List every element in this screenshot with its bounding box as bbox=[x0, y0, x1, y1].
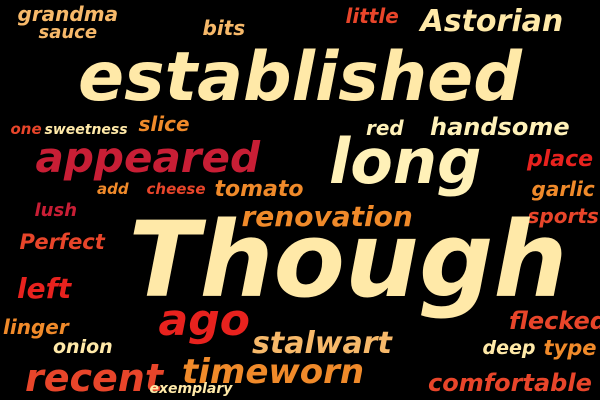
word-garlic: garlic bbox=[531, 177, 595, 201]
word-renovation: renovation bbox=[241, 200, 413, 233]
word-deep: deep bbox=[482, 336, 536, 359]
word-sweetness: sweetness bbox=[44, 122, 128, 138]
word-flecked: flecked bbox=[509, 307, 600, 335]
word-astorian: Astorian bbox=[420, 4, 564, 39]
word-sports: sports bbox=[527, 204, 599, 228]
word-place: place bbox=[527, 147, 594, 172]
word-linger: linger bbox=[3, 315, 69, 339]
word-perfect: Perfect bbox=[19, 229, 105, 254]
word-left: left bbox=[17, 272, 72, 305]
word-lush: lush bbox=[34, 200, 78, 221]
word-add: add bbox=[97, 179, 129, 198]
word-sauce: sauce bbox=[38, 22, 98, 43]
word-though: Though bbox=[128, 199, 568, 321]
word-ago: ago bbox=[158, 295, 250, 346]
word-exemplary: exemplary bbox=[149, 381, 233, 397]
word-red: red bbox=[366, 116, 404, 140]
word-little: little bbox=[345, 4, 399, 28]
word-handsome: handsome bbox=[430, 113, 570, 141]
word-established: established bbox=[78, 38, 522, 117]
word-timeworn: timeworn bbox=[182, 352, 365, 392]
word-cheese: cheese bbox=[146, 179, 206, 198]
word-comfortable: comfortable bbox=[428, 369, 592, 397]
word-type: type bbox=[543, 335, 597, 360]
word-onion: onion bbox=[53, 335, 113, 358]
word-long: long bbox=[329, 125, 482, 198]
word-slice: slice bbox=[138, 112, 190, 136]
word-stalwart: stalwart bbox=[252, 326, 392, 361]
word-one: one bbox=[10, 119, 42, 138]
word-appeared: appeared bbox=[35, 133, 261, 182]
word-recent: recent bbox=[25, 356, 164, 400]
word-tomato: tomato bbox=[214, 177, 304, 202]
word-bits: bits bbox=[202, 16, 246, 40]
word-grandma: grandma bbox=[17, 2, 119, 26]
